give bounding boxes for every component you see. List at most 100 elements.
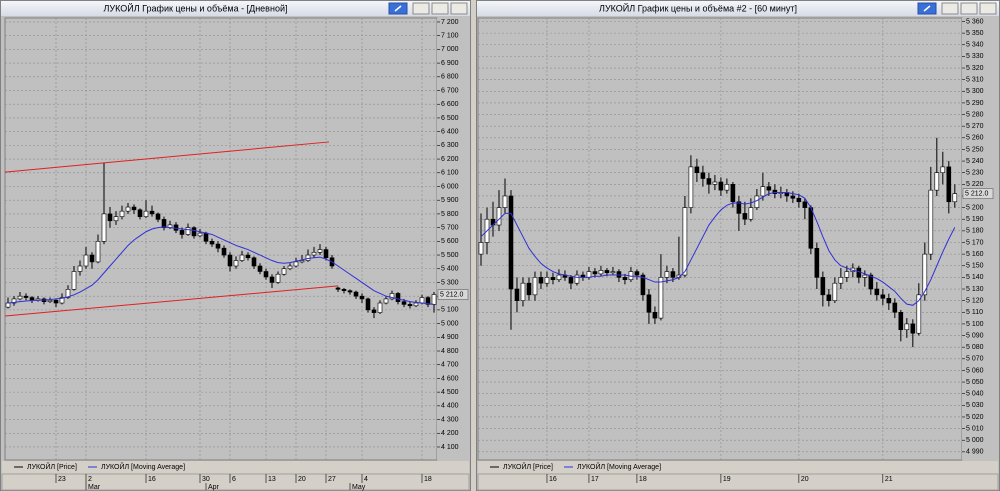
x-tick-label: 2 bbox=[88, 476, 92, 483]
candle-body bbox=[209, 241, 215, 245]
minimize-button[interactable] bbox=[412, 2, 430, 15]
minimize-button[interactable] bbox=[941, 2, 959, 15]
candle-body bbox=[335, 287, 341, 290]
candle-body bbox=[407, 304, 413, 307]
close-button[interactable] bbox=[450, 2, 468, 15]
x-tick-label: 20 bbox=[801, 476, 809, 483]
y-tick-label: 6 400 bbox=[441, 128, 459, 135]
x-tick-label: 19 bbox=[723, 476, 731, 483]
candle-body bbox=[802, 201, 808, 208]
candle-body bbox=[305, 254, 311, 261]
y-tick-label: 5 360 bbox=[966, 18, 984, 25]
candle-body bbox=[760, 186, 766, 197]
window-title: ЛУКОЙЛ График цены и объёма #2 - [60 мин… bbox=[599, 2, 797, 13]
candle-body bbox=[71, 271, 77, 290]
candle-body bbox=[377, 302, 383, 313]
candle-body bbox=[101, 213, 107, 242]
candle-body bbox=[688, 166, 694, 208]
candle-body bbox=[586, 271, 592, 278]
pin-icon bbox=[923, 5, 931, 12]
candle-body bbox=[281, 268, 287, 275]
candle-body bbox=[161, 219, 167, 228]
y-tick-label: 5 190 bbox=[966, 216, 984, 223]
y-tick-label: 5 180 bbox=[966, 228, 984, 235]
y-tick-label: 5 350 bbox=[966, 30, 984, 37]
legend-label: ЛУКОЙЛ [Moving Average] bbox=[577, 462, 661, 471]
candle-body bbox=[508, 195, 514, 290]
x-tick-label: 16 bbox=[549, 476, 557, 483]
candle-body bbox=[215, 243, 221, 249]
x-tick-label: 17 bbox=[591, 476, 599, 483]
candle-body bbox=[478, 242, 484, 255]
candle-body bbox=[514, 288, 520, 301]
y-tick-label: 5 330 bbox=[966, 53, 984, 60]
candle-body bbox=[77, 265, 83, 272]
candle-body bbox=[874, 288, 880, 296]
candle-body bbox=[538, 277, 544, 284]
candle-body bbox=[754, 195, 760, 208]
y-tick-label: 5 000 bbox=[441, 320, 459, 327]
y-tick-label: 6 900 bbox=[441, 60, 459, 67]
y-tick-label: 5 040 bbox=[966, 391, 984, 398]
x-tick-label: 18 bbox=[639, 476, 647, 483]
y-tick-label: 5 030 bbox=[966, 402, 984, 409]
candle-body bbox=[311, 251, 317, 256]
candle-body bbox=[892, 302, 898, 313]
candle-body bbox=[125, 206, 131, 212]
candle-body bbox=[395, 293, 401, 302]
x-tick-label: 27 bbox=[328, 476, 336, 483]
price-axis bbox=[437, 18, 469, 460]
y-tick-label: 5 900 bbox=[441, 197, 459, 204]
maximize-button[interactable] bbox=[960, 2, 978, 15]
candle-body bbox=[233, 260, 239, 267]
candle-body bbox=[137, 209, 143, 217]
candle-body bbox=[592, 271, 598, 275]
candle-body bbox=[694, 166, 700, 174]
y-tick-label: 5 220 bbox=[966, 181, 984, 188]
candle-body bbox=[245, 254, 251, 259]
y-tick-label: 5 080 bbox=[966, 344, 984, 351]
candle-body bbox=[700, 172, 706, 179]
time-axis bbox=[1, 473, 470, 491]
trend-line bbox=[4, 285, 339, 317]
candle-body bbox=[203, 232, 209, 242]
candle-body bbox=[317, 249, 323, 253]
close-button[interactable] bbox=[979, 2, 997, 15]
maximize-button[interactable] bbox=[431, 2, 449, 15]
candle-body bbox=[820, 277, 826, 296]
candle-body bbox=[425, 297, 431, 305]
candle-body bbox=[922, 253, 928, 296]
candle-body bbox=[712, 181, 718, 185]
candle-body bbox=[886, 298, 892, 304]
candle-body bbox=[119, 210, 125, 217]
candle-body bbox=[47, 299, 53, 302]
y-tick-label: 6 300 bbox=[441, 142, 459, 149]
candle-body bbox=[353, 291, 359, 297]
y-tick-label: 5 290 bbox=[966, 100, 984, 107]
candle-body bbox=[173, 224, 179, 231]
y-tick-label: 5 310 bbox=[966, 76, 984, 83]
candle-body bbox=[658, 277, 664, 319]
y-tick-label: 4 500 bbox=[441, 389, 459, 396]
y-tick-label: 5 200 bbox=[966, 204, 984, 211]
price-axis bbox=[962, 18, 998, 460]
candle-body bbox=[598, 270, 604, 275]
x-tick-label: 13 bbox=[268, 476, 276, 483]
candle-body bbox=[383, 298, 389, 304]
y-tick-label: 7 000 bbox=[441, 46, 459, 53]
y-tick-label: 4 900 bbox=[441, 334, 459, 341]
candle-body bbox=[143, 210, 149, 217]
y-tick-label: 5 280 bbox=[966, 111, 984, 118]
month-label: Apr bbox=[208, 484, 220, 491]
legend-strip bbox=[478, 461, 998, 474]
candle-body bbox=[371, 309, 377, 313]
y-tick-label: 6 700 bbox=[441, 87, 459, 94]
legend-label: ЛУКОЙЛ [Price] bbox=[503, 462, 553, 471]
y-tick-label: 5 100 bbox=[441, 307, 459, 314]
y-tick-label: 5 800 bbox=[441, 211, 459, 218]
y-tick-label: 5 240 bbox=[966, 158, 984, 165]
y-tick-label: 7 100 bbox=[441, 33, 459, 40]
candle-body bbox=[65, 289, 71, 298]
y-tick-label: 5 060 bbox=[966, 367, 984, 374]
